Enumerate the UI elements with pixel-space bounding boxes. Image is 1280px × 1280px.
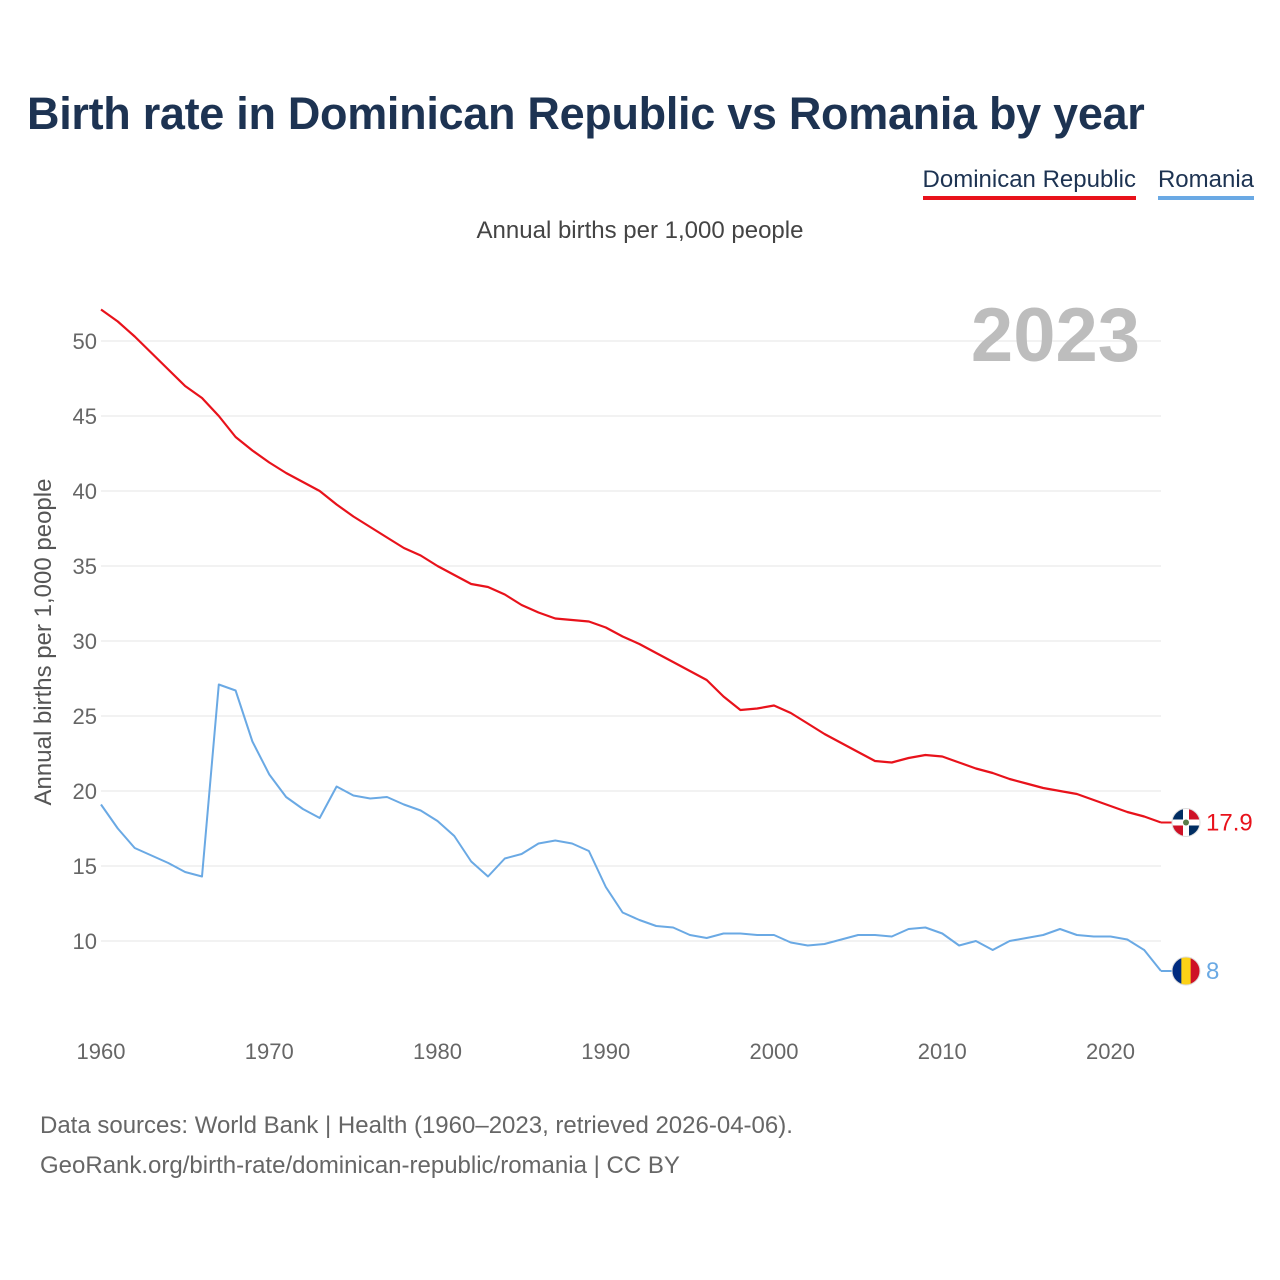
legend-item-romania[interactable]: Romania <box>1157 166 1254 200</box>
x-tick-label: 1980 <box>413 1039 462 1064</box>
footer: Data sources: World Bank | Health (1960–… <box>40 1106 793 1186</box>
y-tick-label: 15 <box>73 854 97 879</box>
y-tick-label: 35 <box>73 554 97 579</box>
y-axis-label: Annual births per 1,000 people <box>30 479 57 806</box>
dominican-republic-flag-icon <box>1171 808 1201 837</box>
series-end-markers: 17.98 <box>1161 808 1253 986</box>
x-tick-label: 1960 <box>77 1039 126 1064</box>
legend: Dominican Republic Romania <box>922 166 1254 200</box>
chart-title: Birth rate in Dominican Republic vs Roma… <box>27 88 1145 139</box>
current-year-label: 2023 <box>971 293 1140 378</box>
y-tick-label: 50 <box>73 329 97 354</box>
series-line-romania <box>100 683 1162 972</box>
y-tick-label: 10 <box>73 929 97 954</box>
y-tick-label: 40 <box>73 479 97 504</box>
footer-sources: Data sources: World Bank | Health (1960–… <box>40 1112 793 1139</box>
line-chart: 10 15 20 25 30 35 40 45 50 1960 1970 1980 1990 2000 2… <box>30 293 1253 1064</box>
end-value-label-romania: 8 <box>1206 958 1219 985</box>
x-tick-label: 1990 <box>581 1039 630 1064</box>
legend-item-dominican-republic[interactable]: Dominican Republic <box>922 166 1136 200</box>
romania-flag-icon <box>1171 956 1201 986</box>
y-tick-label: 20 <box>73 779 97 804</box>
x-tick-label: 2010 <box>918 1039 967 1064</box>
y-tick-label: 45 <box>73 404 97 429</box>
x-axis-ticks: 1960 1970 1980 1990 2000 2010 2020 <box>77 1039 1135 1064</box>
end-value-label-dominican-republic: 17.9 <box>1206 810 1253 837</box>
x-tick-label: 2020 <box>1086 1039 1135 1064</box>
series-lines <box>100 308 1162 972</box>
chart-subtitle: Annual births per 1,000 people <box>476 217 804 244</box>
x-tick-label: 2000 <box>750 1039 799 1064</box>
y-tick-label: 30 <box>73 629 97 654</box>
y-axis-ticks: 10 15 20 25 30 35 40 45 50 <box>73 329 97 954</box>
gridlines <box>101 340 1161 942</box>
x-tick-label: 1970 <box>245 1039 294 1064</box>
series-line-dominican-republic <box>100 308 1162 824</box>
footer-attribution[interactable]: GeoRank.org/birth-rate/dominican-republi… <box>40 1152 680 1179</box>
y-tick-label: 25 <box>73 704 97 729</box>
